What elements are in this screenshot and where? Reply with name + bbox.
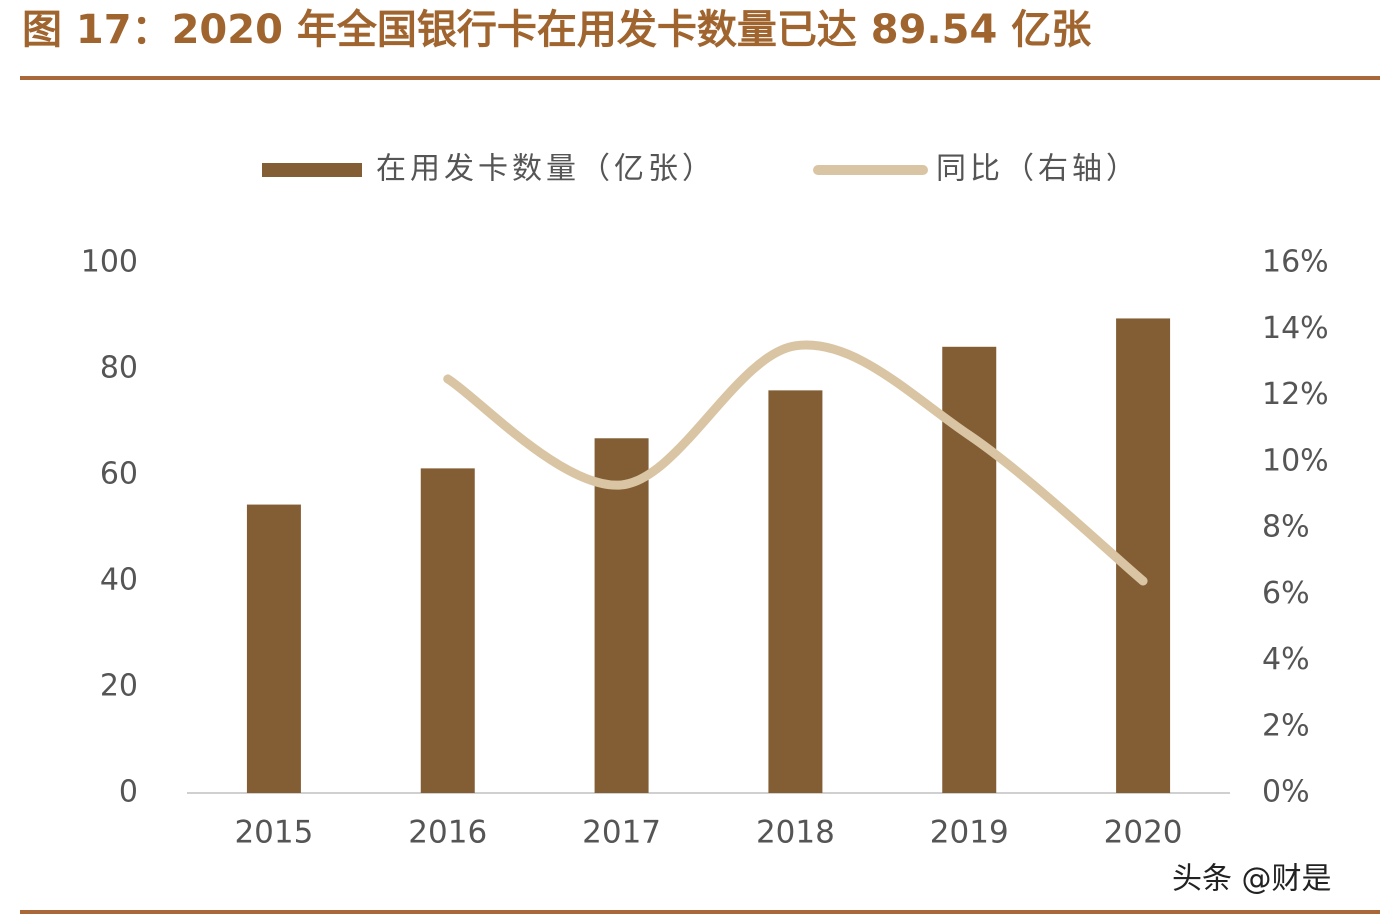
y2-tick-label: 2%: [1262, 708, 1310, 743]
x-tick-label: 2018: [756, 815, 835, 851]
legend-swatch: [262, 163, 362, 177]
y2-tick-label: 0%: [1262, 775, 1310, 810]
bar: [594, 438, 649, 793]
bar: [1116, 318, 1171, 793]
y-tick-label: 60: [100, 457, 138, 492]
line: [443, 340, 1148, 586]
x-tick-label: 2016: [408, 815, 487, 851]
legend-label: 同比（右轴）: [936, 152, 1140, 187]
y2-tick-label: 14%: [1262, 311, 1329, 346]
y-tick-label: 0: [119, 775, 138, 810]
y2-tick-label: 4%: [1262, 642, 1310, 677]
y2-tick-label: 10%: [1262, 443, 1329, 478]
bar: [768, 390, 823, 793]
y2-tick-label: 16%: [1262, 245, 1329, 280]
bar: [246, 504, 301, 793]
chart-title: 图 17：2020 年全国银行卡在用发卡数量已达 89.54 亿张: [22, 7, 1091, 53]
y-tick-label: 100: [81, 245, 138, 280]
x-tick-label: 2020: [1104, 815, 1183, 851]
y2-tick-label: 6%: [1262, 576, 1310, 611]
y-tick-label: 80: [100, 351, 138, 386]
y2-tick-label: 8%: [1262, 510, 1310, 545]
watermark: 头条 @财是: [1172, 862, 1332, 897]
legend-label: 在用发卡数量（亿张）: [376, 152, 716, 187]
bar: [420, 468, 475, 793]
y-tick-label: 40: [100, 563, 138, 598]
x-tick-label: 2019: [930, 815, 1009, 851]
bar: [942, 346, 997, 793]
x-tick-label: 2015: [234, 815, 313, 851]
x-tick-label: 2017: [582, 815, 661, 851]
y2-tick-label: 12%: [1262, 377, 1329, 412]
y-tick-label: 20: [100, 669, 138, 704]
